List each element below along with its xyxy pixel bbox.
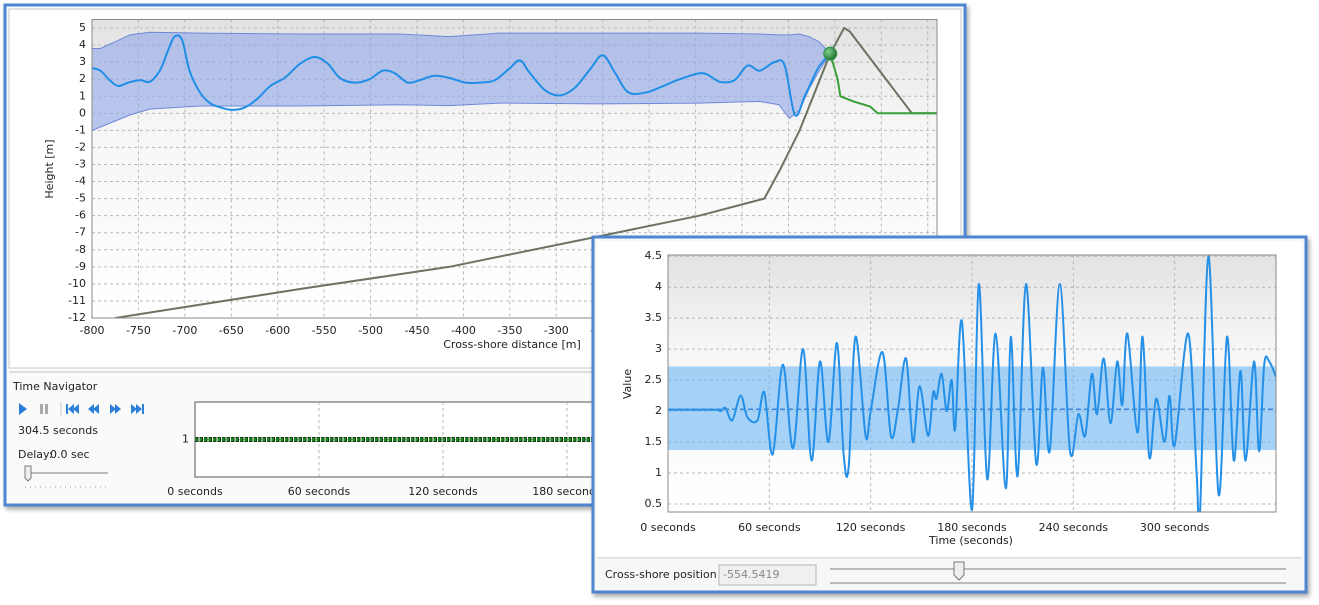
x-tick-label: 0 seconds bbox=[167, 485, 223, 498]
y-tick-label: 2 bbox=[655, 404, 662, 417]
x-tick-label: -500 bbox=[358, 324, 383, 337]
y-tick-label: -3 bbox=[75, 157, 86, 170]
pause-button[interactable] bbox=[40, 404, 48, 414]
position-slider[interactable] bbox=[830, 561, 1286, 584]
y-tick-label: 2 bbox=[79, 72, 86, 85]
x-tick-label: 300 seconds bbox=[1140, 521, 1210, 534]
y-tick-label: -4 bbox=[75, 175, 86, 188]
x-tick-label: -750 bbox=[126, 324, 151, 337]
y-tick-label: -5 bbox=[75, 192, 86, 205]
y-tick-label: -8 bbox=[75, 243, 86, 256]
x-axis-label: Cross-shore distance [m] bbox=[443, 338, 581, 351]
data-line bbox=[92, 34, 831, 117]
position-marker bbox=[823, 46, 838, 61]
timeseries-window: Value Time (seconds) 0 seconds 60 seconds… bbox=[591, 235, 1308, 594]
y-tick-label: 4 bbox=[655, 280, 662, 293]
x-tick-label: -550 bbox=[312, 324, 337, 337]
x-tick-label: -300 bbox=[544, 324, 569, 337]
y-tick-label: -7 bbox=[75, 226, 86, 239]
last-button[interactable] bbox=[131, 404, 144, 414]
y-tick-label: -1 bbox=[75, 123, 86, 136]
delay-slider[interactable] bbox=[24, 465, 108, 488]
y-tick-label: -10 bbox=[68, 277, 86, 290]
data-line bbox=[668, 255, 1276, 512]
x-axis-label: Time (seconds) bbox=[928, 534, 1013, 547]
x-tick-label: 180 seconds bbox=[937, 521, 1007, 534]
current-time: 304.5 seconds bbox=[18, 424, 98, 437]
profile-window: Height [m] Cross-shore distance [m] -800… bbox=[3, 3, 967, 507]
y-tick-label: 0.5 bbox=[645, 497, 663, 510]
x-tick-label: 60 seconds bbox=[288, 485, 351, 498]
x-tick-label: -350 bbox=[497, 324, 522, 337]
position-value: -554.5419 bbox=[723, 568, 779, 581]
x-tick-label: -600 bbox=[265, 324, 290, 337]
plot-border bbox=[667, 254, 1277, 513]
x-tick-label: 180 seconds bbox=[532, 485, 602, 498]
x-tick-label: -650 bbox=[219, 324, 244, 337]
data-line bbox=[115, 27, 937, 318]
play-button[interactable] bbox=[19, 403, 27, 415]
y-tick-label: -11 bbox=[68, 294, 86, 307]
y-tick-label: -9 bbox=[75, 260, 86, 273]
delay-label: Delay: bbox=[18, 448, 52, 461]
x-tick-label: 120 seconds bbox=[836, 521, 906, 534]
plot: 0 seconds 60 seconds 120 seconds 180 second… bbox=[640, 249, 1277, 534]
x-tick-label: -400 bbox=[451, 324, 476, 337]
y-tick-label: 3 bbox=[79, 55, 86, 68]
plot-border bbox=[91, 19, 938, 319]
y-tick-label: 1 bbox=[79, 89, 86, 102]
y-tick-label: 1.5 bbox=[645, 435, 663, 448]
y-axis-label: Value bbox=[621, 369, 634, 399]
plot: -800 -750 -700 -650 -600 -550 -500 -450 -400 -350… bbox=[68, 19, 938, 337]
y-tick-label: -2 bbox=[75, 140, 86, 153]
y-axis-label: Height [m] bbox=[43, 139, 56, 198]
x-tick-label: -700 bbox=[172, 324, 197, 337]
y-tick-label: 0 bbox=[79, 106, 86, 119]
y-tick-label: 2.5 bbox=[645, 373, 663, 386]
y-tick-label: -12 bbox=[68, 311, 86, 324]
position-label: Cross-shore position [m]: bbox=[605, 568, 743, 581]
x-tick-label: 120 seconds bbox=[408, 485, 478, 498]
y-tick-label: 3.5 bbox=[645, 311, 663, 324]
panel-title: Time Navigator bbox=[12, 380, 98, 393]
y-tick-label: 3 bbox=[655, 342, 662, 355]
plot-content bbox=[92, 27, 937, 318]
y-tick-label: 1 bbox=[655, 466, 662, 479]
first-button[interactable] bbox=[66, 404, 79, 414]
y-tick-label: 4.5 bbox=[645, 249, 663, 262]
x-tick-label: -800 bbox=[80, 324, 105, 337]
x-tick-label: -450 bbox=[405, 324, 430, 337]
back-button[interactable] bbox=[88, 404, 99, 414]
position-field[interactable] bbox=[718, 564, 817, 586]
delay-value: 0.0 sec bbox=[50, 448, 90, 461]
y-tick-label: -6 bbox=[75, 209, 86, 222]
data-line bbox=[829, 53, 937, 115]
plot-content bbox=[668, 255, 1276, 512]
y-tick-label: 4 bbox=[79, 38, 86, 51]
x-tick-label: 0 seconds bbox=[640, 521, 696, 534]
y-tick-label: 5 bbox=[79, 21, 86, 34]
x-tick-label: 60 seconds bbox=[738, 521, 801, 534]
x-tick-label: 240 seconds bbox=[1039, 521, 1109, 534]
y-tick-label: 1 bbox=[182, 433, 189, 446]
forward-button[interactable] bbox=[110, 404, 121, 414]
